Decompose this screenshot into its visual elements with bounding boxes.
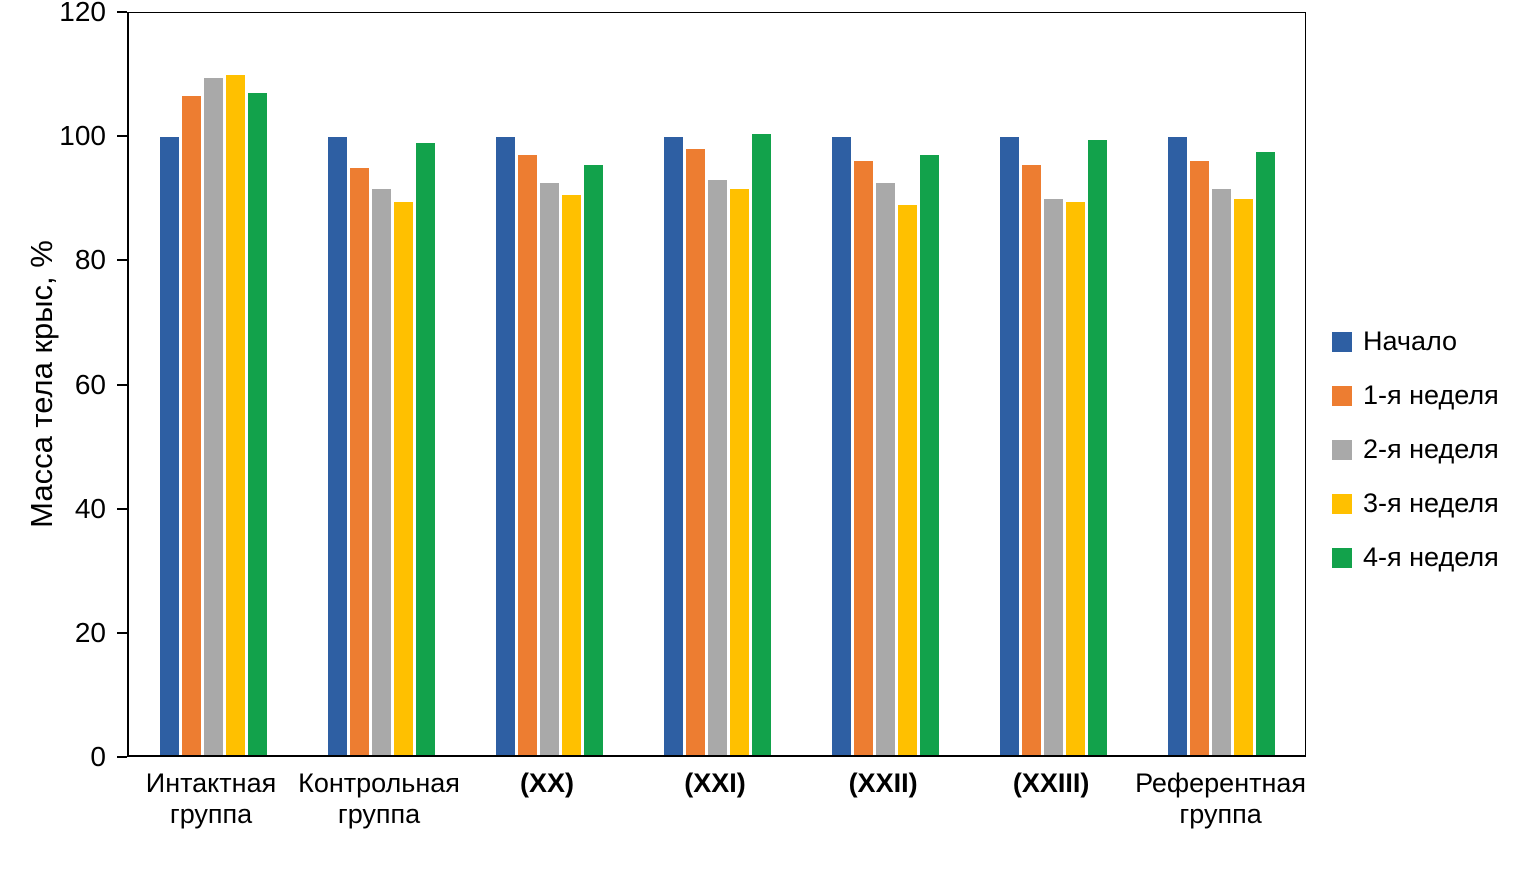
bar-series-1 <box>853 161 873 755</box>
x-axis-label: (XX) <box>520 768 575 798</box>
legend-label: 4-я неделя <box>1363 542 1499 572</box>
bar-series-1 <box>517 155 537 755</box>
x-axis-label: Интактная группа <box>145 768 277 829</box>
bar-group <box>969 13 1137 755</box>
bar-series-0 <box>327 136 347 755</box>
bar-series-2 <box>371 189 391 755</box>
y-tick-mark <box>117 631 127 634</box>
x-axis-label: (XXIII) <box>1012 768 1090 798</box>
bar-series-4 <box>1087 139 1107 755</box>
y-tick-label: 0 <box>90 741 106 772</box>
bar-series-4 <box>751 133 771 755</box>
legend-swatch <box>1332 331 1352 352</box>
bar-series-4 <box>583 164 603 755</box>
legend-item: Начало <box>1332 326 1499 357</box>
y-tick-mark <box>117 756 127 758</box>
bar-series-4 <box>415 142 435 755</box>
bar-series-4 <box>247 93 267 755</box>
bar-series-0 <box>159 136 179 755</box>
bar-series-3 <box>1065 201 1085 755</box>
bar-series-3 <box>393 201 413 755</box>
y-tick-label: 60 <box>74 368 106 400</box>
bar-series-4 <box>919 155 939 755</box>
x-axis-label: (XXII) <box>848 768 918 798</box>
legend-swatch <box>1332 493 1352 514</box>
legend-swatch <box>1332 385 1352 406</box>
bar-series-1 <box>1189 161 1209 755</box>
x-axis-label: (XXI) <box>684 768 746 798</box>
bar-series-2 <box>203 77 223 755</box>
bar-group <box>1137 13 1305 755</box>
x-axis-label: Референтная группа <box>1135 768 1307 829</box>
bar-series-0 <box>663 136 683 755</box>
x-axis-label: Контрольная группа <box>298 768 460 829</box>
legend-swatch <box>1332 439 1352 460</box>
legend-swatch <box>1332 547 1352 568</box>
y-tick-mark <box>117 383 127 386</box>
y-tick-label: 40 <box>74 492 106 524</box>
bar-series-0 <box>1167 136 1187 755</box>
y-tick-mark <box>117 507 127 510</box>
y-tick-mark <box>117 11 127 13</box>
y-tick-mark <box>117 259 127 262</box>
x-axis-labels: Интактная группа Контрольная группа (XX) (X… <box>127 768 1306 830</box>
bar-series-1 <box>685 149 705 755</box>
bar-series-2 <box>875 183 895 755</box>
y-tick-mark <box>117 135 127 138</box>
y-tick-label: 100 <box>59 120 106 152</box>
bar-series-3 <box>561 195 581 755</box>
bar-group <box>465 13 633 755</box>
bar-series-1 <box>181 96 201 755</box>
legend-item: 2-я неделя <box>1332 434 1499 465</box>
legend-label: 2-я неделя <box>1363 434 1499 464</box>
bar-series-1 <box>1021 164 1041 755</box>
bar-series-3 <box>1233 198 1253 755</box>
plot-area <box>127 12 1306 757</box>
bar-group <box>297 13 465 755</box>
bar-group <box>801 13 969 755</box>
bar-series-3 <box>729 189 749 755</box>
legend-item: 4-я неделя <box>1332 542 1499 573</box>
bar-series-3 <box>897 204 917 755</box>
bar-series-2 <box>539 183 559 755</box>
legend-label: 3-я неделя <box>1363 488 1499 518</box>
bar-series-2 <box>1043 198 1063 755</box>
bar-series-0 <box>999 136 1019 755</box>
legend-item: 1-я неделя <box>1332 380 1499 411</box>
y-tick-label: 20 <box>74 616 106 648</box>
legend-item: 3-я неделя <box>1332 488 1499 519</box>
bar-series-0 <box>831 136 851 755</box>
bar-series-0 <box>495 136 515 755</box>
y-tick-label: 80 <box>74 244 106 276</box>
bar-series-3 <box>225 74 245 755</box>
bar-group <box>129 13 297 755</box>
y-tick-label: 120 <box>59 0 106 27</box>
legend-label: Начало <box>1363 326 1458 356</box>
legend: Начало 1-я неделя 2-я неделя 3-я неделя 4-я … <box>1332 326 1499 573</box>
bar-series-2 <box>707 179 727 755</box>
bar-series-2 <box>1211 189 1231 755</box>
bar-group <box>633 13 801 755</box>
bar-series-4 <box>1255 152 1275 755</box>
legend-label: 1-я неделя <box>1363 380 1499 410</box>
bar-series-1 <box>349 167 369 755</box>
